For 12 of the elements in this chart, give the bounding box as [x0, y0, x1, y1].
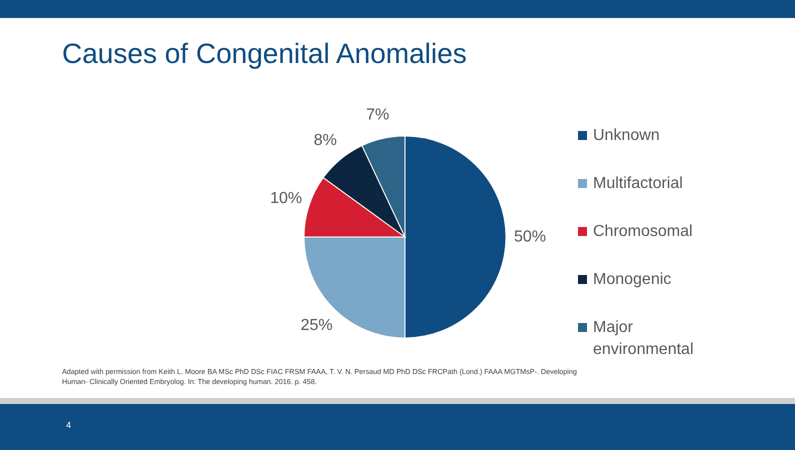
legend-label: Monogenic [593, 270, 672, 290]
data-label: 50% [514, 228, 546, 246]
data-label: 25% [300, 316, 333, 334]
chart-title: Causes of Congenital Anomalies [62, 38, 467, 70]
data-label: 8% [314, 132, 337, 150]
text: 4 [66, 420, 72, 430]
legend-label: Chromosomal [593, 222, 693, 242]
data-label: 10% [270, 190, 302, 207]
legend-label: Major environmental [593, 318, 694, 360]
legend-label: Multifactorial [593, 174, 683, 194]
data-label: 7% [366, 106, 390, 124]
legend-label: Unknown [593, 126, 660, 146]
